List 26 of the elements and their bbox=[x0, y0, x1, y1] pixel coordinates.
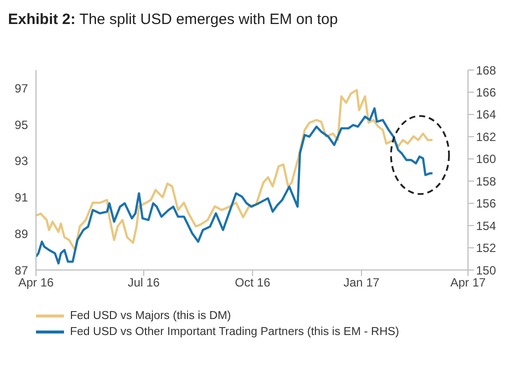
x-tick-label: Apr 16 bbox=[18, 276, 54, 290]
y2-tick-label: 162 bbox=[476, 130, 496, 144]
y-tick-label: 95 bbox=[14, 118, 28, 132]
y2-tick-label: 164 bbox=[476, 108, 496, 122]
legend-label: Fed USD vs Other Important Trading Partners (this is EM - RHS) bbox=[70, 326, 400, 338]
y2-tick-label: 166 bbox=[476, 85, 496, 100]
y-tick-label: 87 bbox=[14, 263, 28, 278]
x-tick-label: Jul 16 bbox=[128, 276, 160, 290]
y2-tick-label: 150 bbox=[476, 263, 496, 278]
y2-tick-label: 160 bbox=[476, 152, 496, 166]
x-tick-label: Jan 17 bbox=[343, 276, 380, 290]
y-tick-label: 97 bbox=[14, 81, 28, 96]
x-tick-label: Oct 16 bbox=[234, 276, 271, 290]
y2-tick-label: 158 bbox=[476, 174, 496, 188]
chart-title: Exhibit 2: The split USD emerges with EM on top bbox=[8, 11, 338, 28]
y2-tick-label: 154 bbox=[476, 218, 496, 233]
y-tick-label: 93 bbox=[14, 154, 28, 168]
y-tick-label: 91 bbox=[14, 190, 28, 205]
y-tick-label: 89 bbox=[14, 226, 28, 241]
legend-label: Fed USD vs Majors (this is DM) bbox=[70, 310, 232, 322]
line-series bbox=[36, 88, 434, 252]
x-tick-label: Apr 17 bbox=[450, 276, 486, 290]
y2-tick-label: 156 bbox=[476, 196, 496, 211]
line-series bbox=[36, 107, 434, 264]
y2-tick-label: 152 bbox=[476, 241, 496, 256]
y2-tick-label: 168 bbox=[476, 63, 496, 78]
